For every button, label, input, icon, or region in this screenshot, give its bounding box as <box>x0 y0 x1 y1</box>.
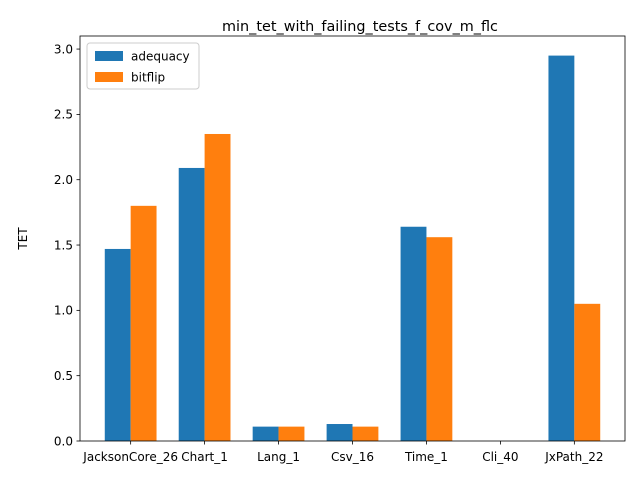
legend-label-bitflip: bitflip <box>131 71 165 85</box>
x-tick-label: Chart_1 <box>181 450 228 464</box>
bar-adequacy-JxPath_22 <box>548 55 575 442</box>
bar-bitflip-Lang_1 <box>278 426 305 441</box>
bar-adequacy-JacksonCore_26 <box>104 248 131 441</box>
y-axis-label: TET <box>16 227 30 251</box>
plot-frame <box>79 35 626 442</box>
legend-label-adequacy: adequacy <box>131 50 190 64</box>
legend-swatch-adequacy <box>95 51 123 61</box>
y-tick-label: 2.5 <box>54 108 73 122</box>
x-tick-label: Time_1 <box>404 450 448 464</box>
bar-bitflip-Time_1 <box>426 237 453 441</box>
bar-adequacy-Time_1 <box>400 226 427 441</box>
axes-group: 0.0 0.5 1.0 1.5 2.0 2.5 3.0 JacksonCore_26 Chart… <box>54 35 626 464</box>
bars-group <box>104 55 601 442</box>
bar-bitflip-JxPath_22 <box>574 303 601 441</box>
x-tick-label: Csv_16 <box>331 450 374 464</box>
legend: adequacy bitflip <box>86 42 200 90</box>
x-tick-label: JxPath_22 <box>544 450 603 464</box>
y-tick-label: 0.5 <box>54 369 73 383</box>
x-tick-label: JacksonCore_26 <box>82 450 178 464</box>
x-tick-label: Lang_1 <box>257 450 300 464</box>
x-tick-label: Cli_40 <box>482 450 518 464</box>
y-tick-label: 2.0 <box>54 173 73 187</box>
chart-title: min_tet_with_failing_tests_f_cov_m_flc <box>222 19 498 35</box>
y-tick-label: 1.5 <box>54 238 73 252</box>
bar-adequacy-Chart_1 <box>178 167 205 442</box>
bar-bitflip-Csv_16 <box>352 426 379 441</box>
bar-adequacy-Csv_16 <box>326 424 353 441</box>
y-tick-label: 3.0 <box>54 42 73 56</box>
bar-bitflip-JacksonCore_26 <box>130 205 157 441</box>
y-tick-label: 0.0 <box>54 434 73 448</box>
legend-swatch-bitflip <box>95 72 123 82</box>
bar-adequacy-Lang_1 <box>252 426 279 441</box>
bar-bitflip-Chart_1 <box>204 133 231 441</box>
y-tick-label: 1.0 <box>54 304 73 318</box>
